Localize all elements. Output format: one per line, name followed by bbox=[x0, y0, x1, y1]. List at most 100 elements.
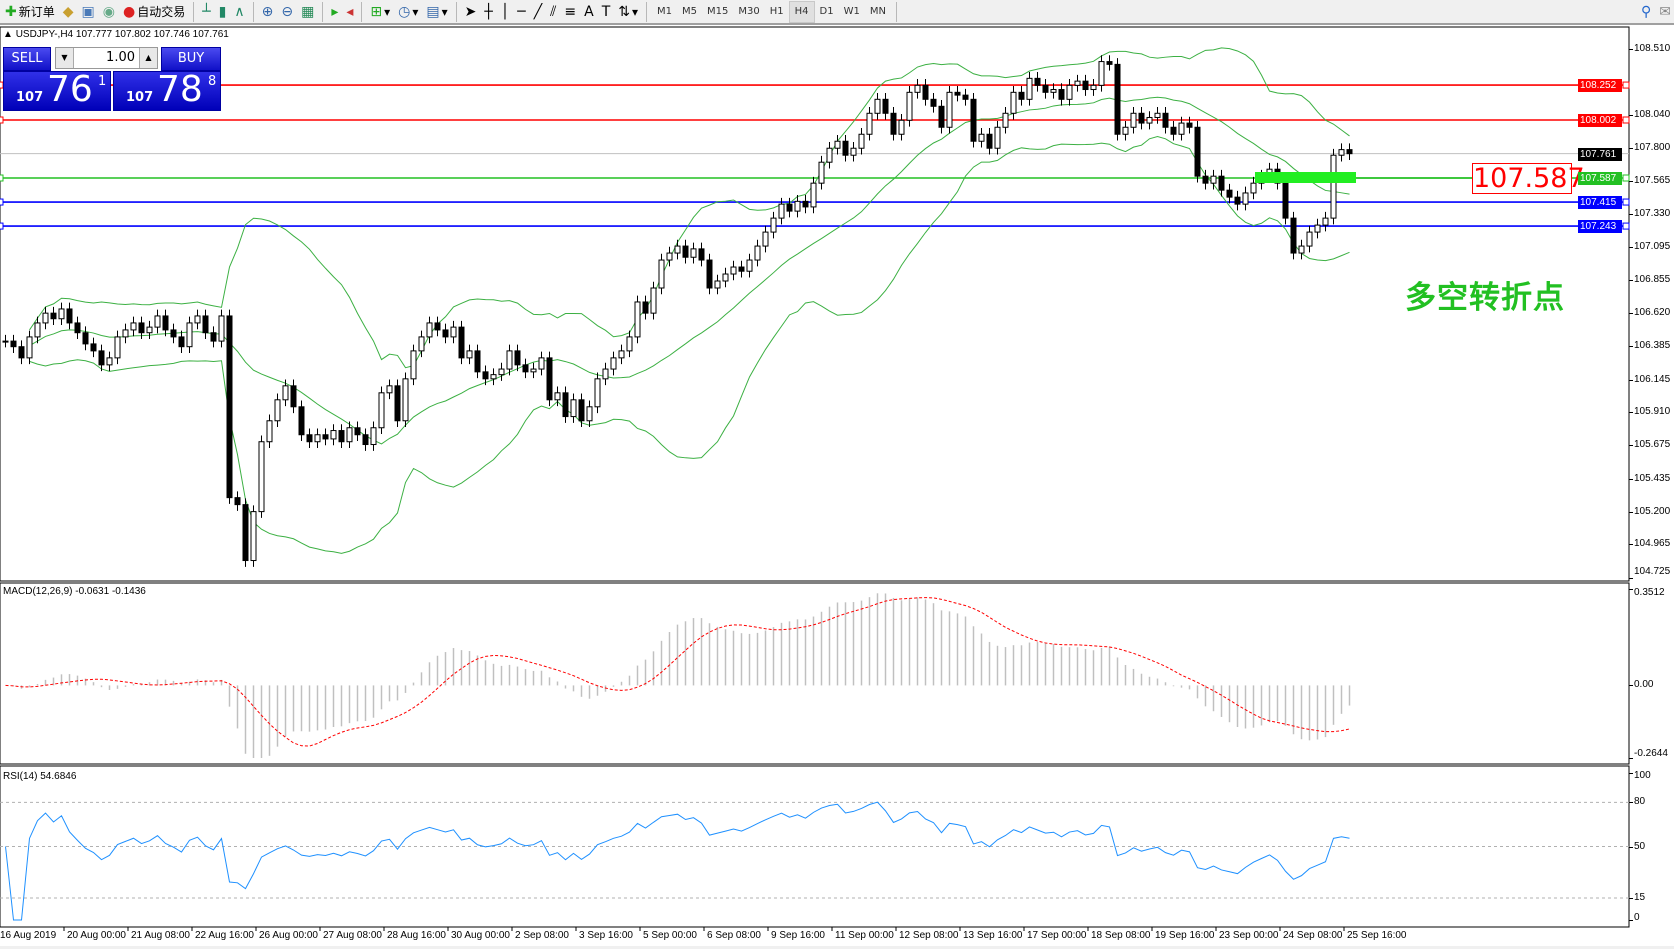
channel-button[interactable]: ⫽ bbox=[547, 1, 559, 23]
vertical-line-button[interactable]: │ bbox=[498, 1, 512, 23]
price-tick bbox=[1629, 213, 1633, 215]
candle-body bbox=[986, 133, 993, 149]
candle-body bbox=[154, 315, 161, 328]
price-tick-label: 106.855 bbox=[1634, 274, 1671, 286]
buy-price[interactable]: 107 78 8 bbox=[113, 69, 221, 111]
candle-body bbox=[618, 350, 625, 359]
indicators-button[interactable]: ⊞ ▾ bbox=[370, 3, 391, 20]
cursor-button[interactable]: ➤ bbox=[462, 1, 480, 23]
one-click-trading-panel: SELL ▼ 1.00 ▲ BUY 107 76 1 107 78 8 bbox=[3, 47, 221, 111]
candle-body bbox=[290, 385, 297, 408]
macd-tick-label: 0.00 bbox=[1634, 679, 1654, 691]
candle-body bbox=[1082, 80, 1089, 91]
text-button[interactable]: A bbox=[581, 1, 597, 23]
chart-shift-button[interactable]: ◂ bbox=[343, 1, 356, 23]
timeframe-m15[interactable]: M15 bbox=[707, 6, 729, 17]
candle-body bbox=[1122, 126, 1129, 135]
candle-body bbox=[58, 308, 65, 320]
candle-body bbox=[410, 350, 417, 380]
candle-body bbox=[98, 350, 105, 366]
line-handle bbox=[0, 116, 4, 124]
rsi-tick bbox=[1629, 846, 1633, 848]
sell-price[interactable]: 107 76 1 bbox=[3, 69, 111, 111]
clock-icon: ◷ bbox=[398, 3, 411, 20]
timeframe-d1[interactable]: D1 bbox=[819, 6, 834, 17]
new-order-button[interactable]: ✚ 新订单 bbox=[5, 3, 55, 20]
text-label-button[interactable]: T bbox=[599, 1, 614, 23]
terminal-button[interactable]: ▣ bbox=[79, 1, 98, 23]
candle-body bbox=[530, 368, 537, 373]
sell-price-pips: 76 bbox=[47, 69, 93, 110]
time-tick-label: 28 Aug 16:00 bbox=[387, 930, 446, 941]
lot-input[interactable]: 1.00 bbox=[106, 50, 135, 65]
zoom-out-button[interactable]: ⊖ bbox=[278, 1, 296, 23]
auto-trading-button[interactable]: ● 自动交易 bbox=[122, 3, 186, 20]
zoom-in-button[interactable]: ⊕ bbox=[259, 1, 277, 23]
candle-body bbox=[74, 322, 81, 334]
timeframe-m5[interactable]: M5 bbox=[682, 6, 698, 17]
tile-windows-button[interactable]: ▦ bbox=[298, 1, 317, 23]
templates-button[interactable]: ▤ ▾ bbox=[426, 3, 448, 20]
price-tick bbox=[1629, 345, 1633, 347]
buy-button[interactable]: BUY bbox=[161, 47, 221, 71]
candle-body bbox=[722, 273, 729, 282]
candle-body bbox=[242, 504, 249, 562]
reversal-point-annotation[interactable]: 多空转折点 bbox=[1405, 280, 1565, 316]
timeframe-m30[interactable]: M30 bbox=[738, 6, 760, 17]
time-tick-label: 6 Sep 08:00 bbox=[707, 930, 761, 941]
rsi-pane bbox=[0, 765, 1630, 928]
signal-button[interactable]: ◉ bbox=[100, 1, 118, 23]
candle-body bbox=[642, 301, 649, 314]
trendline-button[interactable]: ╱ bbox=[531, 1, 545, 23]
timeframe-w1[interactable]: W1 bbox=[843, 6, 860, 17]
candle-body bbox=[226, 315, 233, 499]
price-tick-label: 107.330 bbox=[1634, 207, 1671, 219]
crosshair-button[interactable]: ┼ bbox=[481, 1, 495, 23]
candlestick-button[interactable]: ▮ bbox=[216, 1, 230, 23]
price-label-box[interactable]: 107.587 bbox=[1472, 163, 1585, 194]
candle-body bbox=[842, 140, 849, 156]
timeframe-mn[interactable]: MN bbox=[869, 6, 886, 17]
auto-scroll-button[interactable]: ▸ bbox=[328, 1, 341, 23]
bar-chart-button[interactable]: ┴ bbox=[199, 1, 213, 23]
buy-price-big: 107 bbox=[126, 90, 154, 105]
timeframe-m1[interactable]: M1 bbox=[657, 6, 673, 17]
timeframe-h4[interactable]: H4 bbox=[788, 0, 815, 23]
candle-body bbox=[714, 280, 721, 289]
rsi-header: RSI(14) 54.6846 bbox=[3, 771, 77, 782]
fibonacci-button[interactable]: ≡ bbox=[561, 1, 579, 23]
rsi-line bbox=[5, 801, 1350, 921]
lot-decrease-button[interactable]: ▼ bbox=[56, 48, 74, 68]
periods-button[interactable]: ◷ ▾ bbox=[398, 3, 419, 20]
chat-icon: ✉ bbox=[1659, 3, 1671, 20]
lot-increase-button[interactable]: ▲ bbox=[139, 48, 157, 68]
price-tick bbox=[1629, 181, 1633, 183]
sell-button[interactable]: SELL bbox=[3, 47, 51, 71]
candle-body bbox=[258, 441, 265, 513]
horizontal-line-button[interactable]: ─ bbox=[514, 1, 528, 23]
chat-button[interactable]: ✉ bbox=[1656, 1, 1674, 23]
candle-body bbox=[106, 357, 113, 366]
candle-body bbox=[1042, 84, 1049, 93]
crosshair-icon: ┼ bbox=[484, 3, 493, 20]
macd-pane bbox=[0, 582, 1630, 765]
price-line-label: 107.243 bbox=[1578, 220, 1622, 234]
candle-body bbox=[938, 105, 945, 128]
search-button[interactable]: ⚲ bbox=[1638, 1, 1654, 23]
arrows-button[interactable]: ⇅ ▾ bbox=[618, 3, 639, 20]
line-chart-button[interactable]: ∧ bbox=[231, 1, 247, 23]
timeframe-h1[interactable]: H1 bbox=[769, 6, 784, 17]
time-tick-label: 18 Sep 08:00 bbox=[1091, 930, 1151, 941]
candle-body bbox=[698, 248, 705, 261]
lot-stepper[interactable]: ▼ 1.00 ▲ bbox=[55, 47, 158, 69]
candle-body bbox=[402, 378, 409, 422]
candle-body bbox=[266, 420, 273, 443]
rsi-tick-label: 0 bbox=[1634, 912, 1640, 923]
line-handle bbox=[1622, 198, 1630, 206]
add-indicator-icon: ⊞ bbox=[370, 3, 383, 20]
candle-body bbox=[1050, 89, 1057, 93]
history-button[interactable]: ◆ bbox=[60, 1, 77, 23]
candle-body bbox=[906, 91, 913, 121]
buy-price-fraction: 8 bbox=[208, 74, 217, 89]
